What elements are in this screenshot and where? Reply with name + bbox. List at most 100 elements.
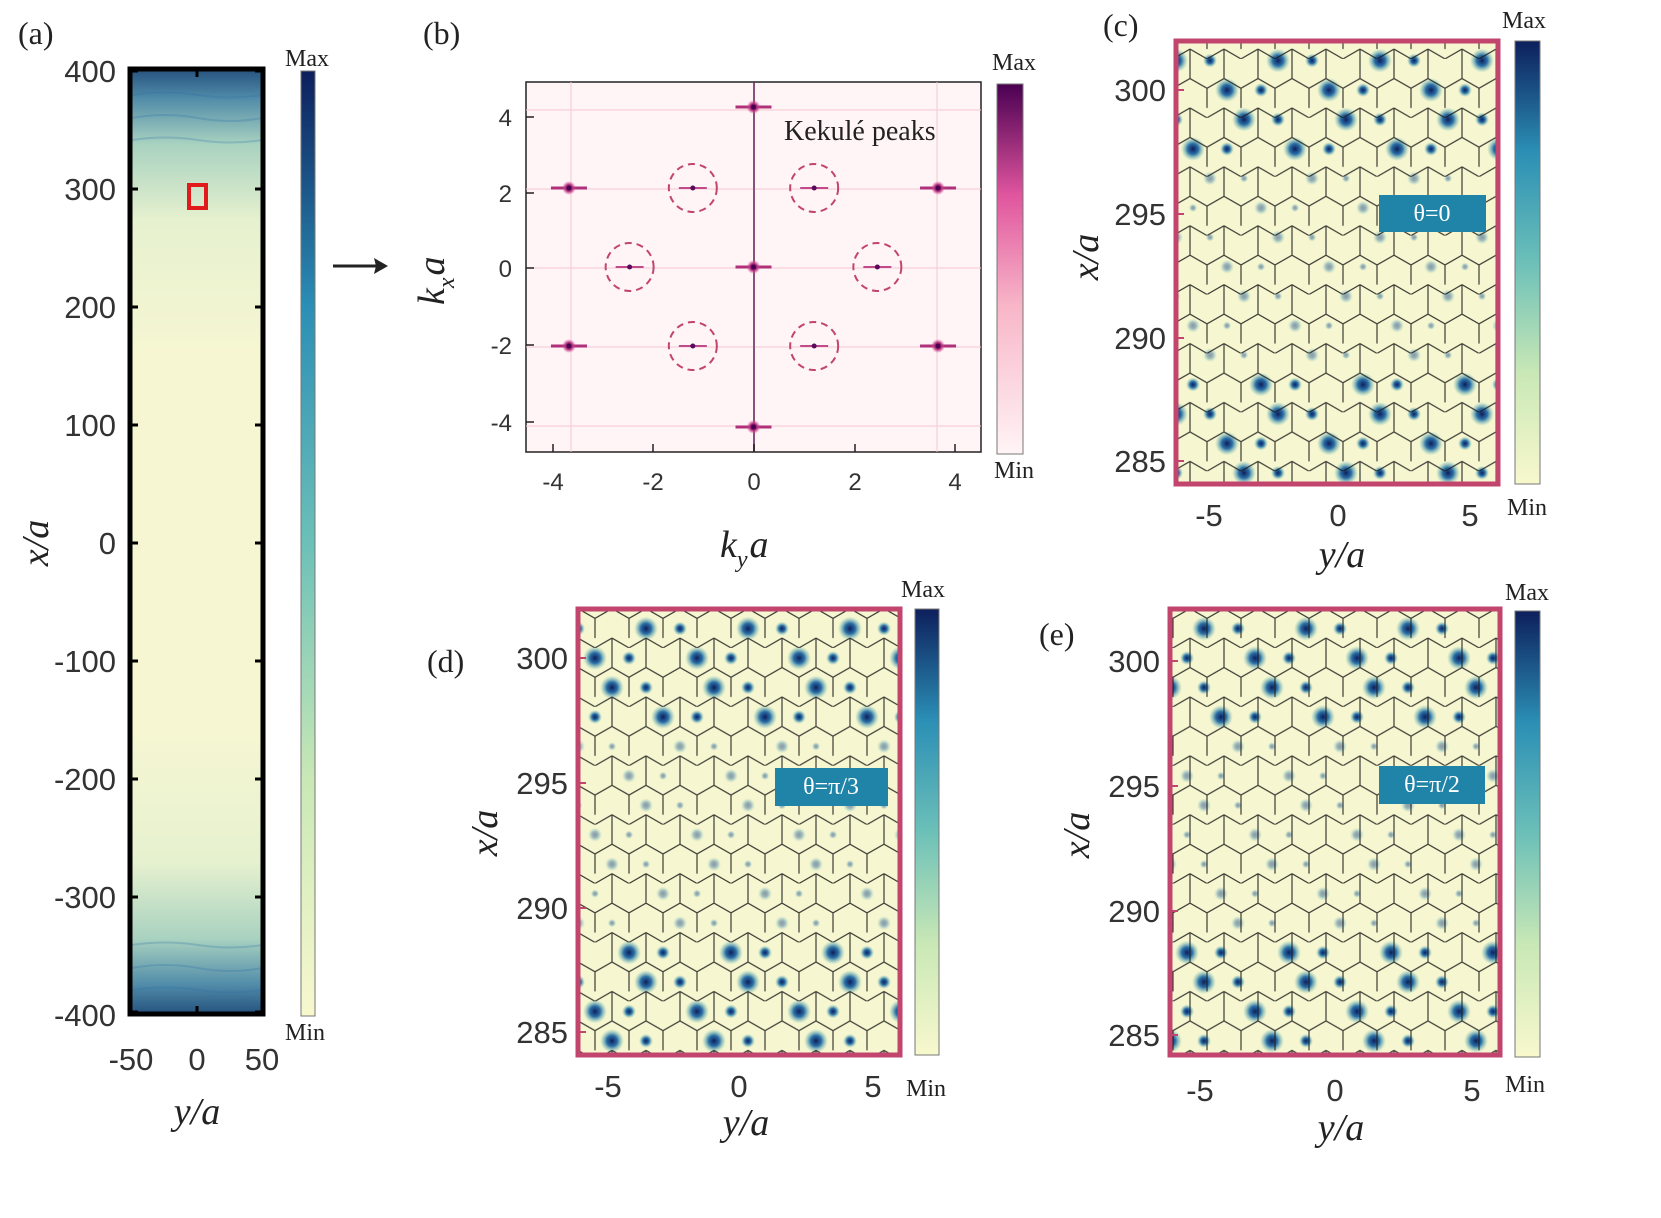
panel-a-ytick: 200: [64, 290, 116, 325]
panel-c-xlabel: y/a: [1315, 534, 1365, 576]
density-spot: [1124, 1088, 1148, 1112]
density-spot: [770, 1088, 794, 1112]
panel-a-colorbar-max: Max: [285, 46, 329, 72]
bragg-peak: [735, 419, 772, 434]
panel-a-ytick: -400: [54, 998, 116, 1033]
panel-c-xtick: -5: [1195, 498, 1223, 533]
panel-d-colorbar: [914, 608, 940, 1056]
panel-e-frame: [1167, 606, 1503, 1058]
panel-a-colorbar: [300, 70, 316, 1017]
bragg-peak: [550, 339, 587, 354]
density-spot: [1413, 1058, 1437, 1082]
density-spot: [1138, 174, 1147, 183]
density-spot: [532, 970, 556, 994]
panel-b-xlabel: kya: [720, 524, 769, 573]
panel-e-xtick: -5: [1186, 1073, 1214, 1108]
density-spot: [1147, 373, 1171, 397]
panel-c-colorbar-min: Min: [1507, 495, 1547, 521]
panel-d-frame: [575, 606, 903, 1058]
panel-d-xtick: -5: [594, 1069, 622, 1104]
kekule-peak: [863, 264, 892, 270]
density-spot: [549, 1058, 573, 1082]
density-spot: [690, 1063, 704, 1077]
density-spot: [1316, 592, 1330, 606]
panel-d-lattice: [578, 609, 900, 1055]
kekule-peak: [615, 264, 644, 270]
panel-d-theta-text: θ=π/3: [803, 774, 859, 800]
panel-a-ytick: -100: [54, 644, 116, 679]
panel-d-ytick: 295: [516, 766, 568, 801]
density-spot: [1288, 24, 1302, 38]
panel-a-xtick: -50: [109, 1042, 154, 1077]
panel-c-xtick: 0: [1329, 498, 1346, 533]
kekule-peak: [800, 343, 829, 349]
bragg-peak: [550, 180, 587, 195]
bragg-peak: [735, 100, 772, 115]
density-spot: [1390, 24, 1404, 38]
density-spot: [1418, 592, 1432, 606]
density-spot: [1129, 739, 1143, 753]
panel-e-theta-badge: [1379, 766, 1485, 804]
kekule-peak: [678, 343, 707, 349]
panel-b-colorbar-min: Min: [994, 458, 1034, 484]
density-spot: [537, 681, 551, 695]
panel-c-label: (c): [1103, 7, 1139, 43]
panel-a-colorbar-min: Min: [285, 1020, 325, 1046]
panel-b-peaks: [550, 100, 957, 434]
panel-e-ytick: 295: [1108, 769, 1160, 804]
density-spot: [1237, 525, 1251, 539]
panel-a-ytick: 400: [64, 54, 116, 89]
panel-d-xtick: 5: [864, 1069, 881, 1104]
panel-d-ylabel: x/a: [464, 810, 506, 857]
zoom-region-marker: [187, 183, 208, 210]
panel-b-xtick: 0: [747, 469, 760, 496]
panel-e-xlabel: y/a: [1314, 1107, 1364, 1149]
panel-b-kekule-markers: [604, 162, 903, 372]
density-spot: [1350, 1063, 1364, 1077]
panel-a-label: (a): [18, 15, 54, 51]
panel-a-xlabel: y/a: [170, 1091, 220, 1133]
kekule-circle-marker: [789, 162, 840, 213]
density-spot: [1265, 1093, 1279, 1107]
panel-a-ytick: 100: [64, 408, 116, 443]
density-spot: [1129, 622, 1143, 636]
density-spot: [1146, 710, 1160, 724]
panel-d-ytick: 300: [516, 641, 568, 676]
density-spot: [1226, 1088, 1250, 1112]
kekule-circle-marker: [667, 162, 718, 213]
panel-e-ylabel: x/a: [1056, 812, 1098, 859]
panel-d-label: (d): [427, 643, 464, 679]
density-spot: [1146, 828, 1160, 842]
density-spot: [554, 946, 568, 960]
panel-c-lattice: [1176, 41, 1498, 484]
density-spot: [1147, 19, 1171, 43]
panel-c-xtick: 5: [1461, 498, 1478, 533]
panel-e-colorbar-max: Max: [1505, 580, 1549, 606]
density-spot: [549, 705, 573, 729]
density-spot: [1135, 289, 1149, 303]
panel-e-colorbar-min: Min: [1505, 1072, 1545, 1098]
panel-e-label: (e): [1039, 616, 1075, 652]
density-spot: [1135, 525, 1149, 539]
panel-b-xtick: -4: [542, 469, 563, 496]
density-spot: [1441, 525, 1455, 539]
panel-c-colorbar: [1514, 40, 1541, 485]
panel-b-colorbar-max: Max: [992, 50, 1036, 76]
kekule-circle-marker: [667, 321, 718, 372]
density-spot: [1163, 1093, 1177, 1107]
density-spot: [1146, 1063, 1160, 1077]
panel-d-xtick: 0: [730, 1069, 747, 1104]
density-spot: [758, 592, 772, 606]
panel-b-label: (b): [423, 15, 460, 51]
panel-d-colorbar-max: Max: [901, 577, 945, 603]
panel-e: (e) θ=π/2 300 295 290 285 -5 0 5 y/a x/a…: [1039, 580, 1549, 1149]
panel-e-lattice: [1170, 609, 1500, 1055]
panel-d-theta-badge: [775, 768, 888, 806]
density-spot: [860, 592, 874, 606]
ft-arrow: [333, 258, 388, 274]
density-spot: [1385, 490, 1409, 514]
density-spot: [1424, 495, 1438, 509]
panel-a-ylabel: x/a: [15, 520, 57, 567]
density-spot: [540, 860, 549, 869]
density-spot: [1367, 1093, 1381, 1107]
